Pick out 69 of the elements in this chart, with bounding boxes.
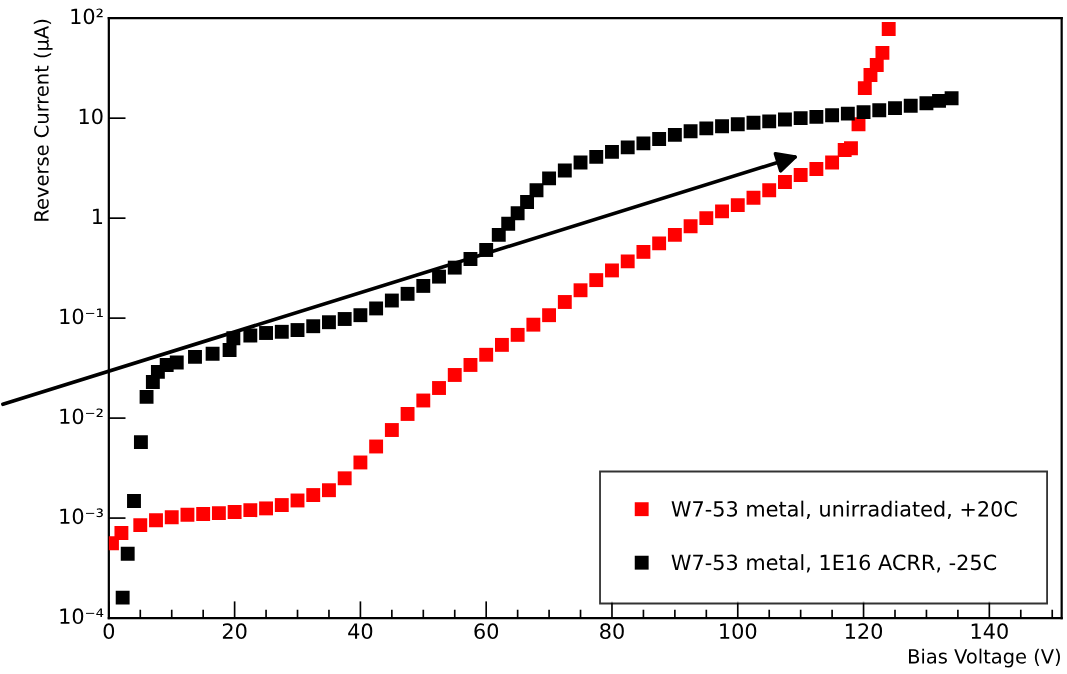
point — [510, 327, 525, 342]
point — [857, 81, 872, 96]
point — [243, 503, 258, 518]
point — [211, 506, 226, 521]
point — [227, 505, 242, 519]
point — [762, 183, 777, 198]
point — [573, 283, 588, 298]
point — [652, 236, 667, 251]
point — [400, 407, 415, 421]
legend-label: W7-53 metal, 1E16 ACRR, -25C — [671, 554, 997, 573]
point — [636, 244, 651, 259]
point — [825, 155, 840, 170]
point — [869, 58, 884, 72]
point — [432, 381, 446, 395]
point — [875, 45, 890, 60]
y-tick-label: 1 — [93, 208, 103, 224]
point — [699, 211, 714, 226]
x-tick-label: 120 — [845, 623, 883, 640]
point — [683, 219, 698, 234]
x-tick-label: 60 — [474, 623, 499, 640]
legend-label: W7-53 metal, unirradiated, +20C — [671, 500, 1017, 519]
x-tick-label: 100 — [720, 623, 757, 640]
point — [259, 501, 274, 516]
point — [306, 488, 321, 502]
point — [793, 168, 808, 182]
point — [322, 483, 336, 498]
point — [180, 507, 195, 522]
point — [479, 347, 494, 362]
point — [557, 295, 572, 309]
y-axis-title: Reverse Current (μA) — [33, 19, 53, 221]
point — [844, 141, 858, 156]
point — [730, 198, 745, 213]
point — [384, 423, 399, 437]
point — [196, 507, 211, 521]
x-tick-label: 140 — [971, 623, 1008, 640]
x-tick-label: 0 — [103, 623, 115, 640]
point — [463, 358, 478, 372]
y-tick-label: 10⁻³ — [60, 508, 103, 525]
point — [542, 308, 557, 323]
point — [114, 526, 129, 540]
point — [746, 190, 761, 205]
point — [777, 175, 792, 189]
point — [667, 227, 682, 242]
point — [526, 317, 541, 332]
point — [353, 455, 368, 470]
y-tick-label: 10⁻¹ — [60, 308, 103, 325]
point — [337, 471, 352, 486]
x-axis-title: Bias Voltage (V) — [909, 648, 1060, 668]
point — [447, 368, 462, 382]
y-tick-label: 10² — [71, 8, 103, 25]
point — [133, 518, 148, 533]
point — [809, 162, 824, 176]
point — [494, 337, 509, 352]
point — [369, 439, 384, 454]
point — [274, 498, 289, 512]
y-tick-label: 10⁻² — [60, 408, 103, 425]
y-tick-label: 10⁻⁴ — [60, 608, 104, 625]
x-tick-label: 20 — [222, 623, 247, 640]
point — [620, 254, 635, 269]
x-tick-label: 40 — [348, 623, 373, 640]
y-tick-label: 10 — [79, 108, 103, 125]
point — [164, 510, 179, 525]
point — [715, 204, 729, 219]
point — [605, 263, 619, 278]
point — [589, 273, 604, 288]
x-tick-label: 80 — [600, 623, 624, 640]
point — [881, 22, 896, 36]
point — [416, 393, 431, 408]
point — [149, 513, 163, 528]
